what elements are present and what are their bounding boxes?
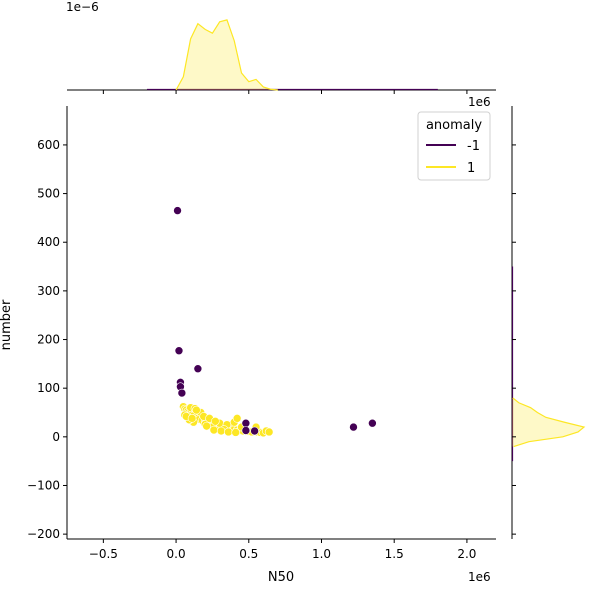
scatter-point-anomaly-1 <box>231 428 240 437</box>
legend-label-neg1: -1 <box>467 139 480 154</box>
scatter-point-anomaly-1 <box>202 421 211 431</box>
y-tick-label: −100 <box>27 478 60 492</box>
axes: −0.5 0.0 0.5 1.0 1.5 2.0 −200 −100 0 100 200 300 400… <box>27 90 516 561</box>
right-marginal-offset-label: 1e6 <box>468 95 491 109</box>
scatter-point-anomaly-1 <box>187 414 197 423</box>
scatter-point-anomaly-neg1 <box>174 346 184 356</box>
right-marginal-fill-1 <box>512 397 584 447</box>
x-axis-label: N50 <box>268 570 294 585</box>
x-tick-label: 1.5 <box>385 547 404 561</box>
scatter-point-anomaly-1 <box>224 427 233 437</box>
y-tick-label: 100 <box>37 381 60 395</box>
top-marginal-fill-1 <box>176 19 278 90</box>
scatter-point-anomaly-1 <box>264 427 274 437</box>
top-marginal-offset-label: 1e−6 <box>66 0 99 14</box>
scatter-point-anomaly-neg1 <box>241 418 251 428</box>
scatter-point-anomaly-neg1 <box>177 388 187 398</box>
scatter-point-anomaly-1 <box>209 425 219 435</box>
y-tick-label: −200 <box>27 527 60 541</box>
legend-label-1: 1 <box>467 161 475 176</box>
x-tick-label: −0.5 <box>89 547 118 561</box>
y-tick-label: 600 <box>37 138 60 152</box>
x-tick-label: 2.0 <box>457 547 476 561</box>
y-tick-label: 500 <box>37 187 60 201</box>
scatter-point-anomaly-neg1 <box>193 364 203 374</box>
y-tick-label: 200 <box>37 333 60 347</box>
right-marginal-density <box>511 106 586 539</box>
top-marginal-density <box>67 19 496 91</box>
right-marginal-curve-1 <box>512 397 586 448</box>
scatter-plot-area <box>173 206 377 438</box>
scatter-point-anomaly-1 <box>211 416 220 426</box>
scatter-point-anomaly-1 <box>232 414 242 423</box>
y-tick-label: 300 <box>37 284 60 298</box>
y-tick-label: 0 <box>52 430 60 444</box>
scatter-point-anomaly-neg1 <box>349 422 358 432</box>
scatter-point-anomaly-neg1 <box>250 426 259 436</box>
y-tick-label: 400 <box>37 235 60 249</box>
x-tick-label: 0.5 <box>239 547 258 561</box>
legend-title: anomaly <box>426 118 482 133</box>
x-tick-label: 0.0 <box>167 547 186 561</box>
y-axis-label: number <box>0 299 14 350</box>
x-tick-label: 1.0 <box>312 547 331 561</box>
scatter-point-anomaly-neg1 <box>368 418 377 428</box>
x-offset-label: 1e6 <box>468 570 491 584</box>
legend: anomaly -1 1 <box>417 111 491 181</box>
scatter-point-anomaly-neg1 <box>241 426 251 435</box>
top-marginal-curve-1 <box>175 19 278 91</box>
scatter-point-anomaly-neg1 <box>173 206 182 215</box>
scatter-point-anomaly-1 <box>192 405 201 415</box>
scatter-point-anomaly-1 <box>216 426 226 436</box>
